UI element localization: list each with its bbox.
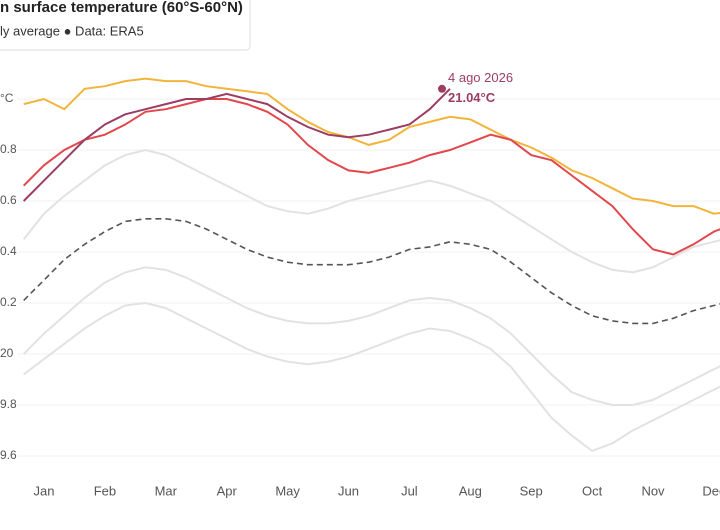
series-line xyxy=(23,77,720,215)
x-tick-label: Dec xyxy=(702,483,720,498)
series-line xyxy=(22,266,720,406)
x-tick-label: Sep xyxy=(520,483,543,498)
annotation: 4 ago 2026 xyxy=(448,70,513,85)
average-line xyxy=(23,218,720,325)
y-tick-label: 0.8 xyxy=(0,142,17,156)
x-tick-label: Oct xyxy=(582,483,603,498)
header-box xyxy=(0,0,251,51)
y-tick-label: 9.8 xyxy=(0,397,17,411)
series-line xyxy=(22,88,451,202)
y-tick-label: °C xyxy=(0,91,14,105)
x-tick-label: Feb xyxy=(94,483,116,498)
y-tick-label: 0.4 xyxy=(0,244,17,258)
y-tick-label: 0.2 xyxy=(0,295,17,309)
y-tick-label: 0.6 xyxy=(0,193,17,207)
end-point xyxy=(438,84,446,93)
x-tick-label: Aug xyxy=(459,483,482,498)
x-tick-label: Jul xyxy=(401,483,418,498)
chart-title: n surface temperature (60°S-60°N) xyxy=(0,0,243,16)
series-line xyxy=(23,301,720,453)
x-tick-label: Jan xyxy=(34,483,55,498)
x-tick-label: Mar xyxy=(155,483,178,498)
x-tick-label: Nov xyxy=(641,483,665,498)
y-tick-label: 20 xyxy=(0,346,14,360)
x-tick-label: Jun xyxy=(338,483,359,498)
y-tick-label: 9.6 xyxy=(0,448,17,462)
x-tick-label: Apr xyxy=(217,483,238,498)
series-line xyxy=(22,98,720,256)
chart-subtitle: ly average ● Data: ERA5 xyxy=(0,23,144,38)
value-label: 21.04°C xyxy=(448,90,496,105)
x-tick-label: May xyxy=(275,483,300,498)
series-line xyxy=(22,148,720,274)
